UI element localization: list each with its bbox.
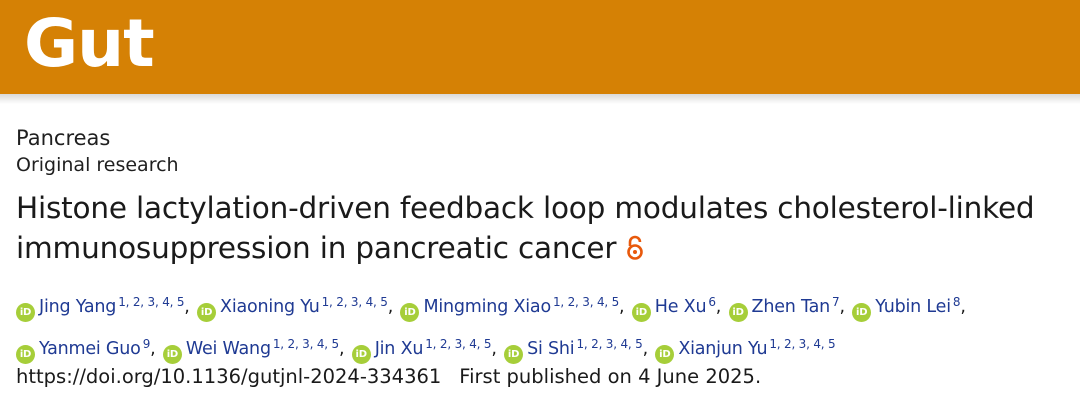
author-affiliations[interactable]: 1, 2, 3, 4, 5 [425, 337, 492, 351]
journal-masthead: Gut [0, 0, 1080, 94]
citation-line: https://doi.org/10.1136/gutjnl-2024-3343… [16, 362, 761, 392]
author-item[interactable]: iD He Xu 6 [631, 295, 716, 322]
author-name[interactable]: He Xu [654, 297, 707, 317]
author-item[interactable]: iD Yubin Lei 8 [852, 295, 961, 322]
orcid-icon[interactable]: iD [16, 345, 35, 364]
author-affiliations[interactable]: 1, 2, 3, 4, 5 [552, 295, 620, 309]
author-name[interactable]: Xianjun Yu [678, 339, 768, 359]
orcid-icon[interactable]: iD [631, 303, 651, 322]
author-name[interactable]: Jing Yang [39, 297, 117, 317]
author-name[interactable]: Xiaoning Yu [220, 297, 320, 317]
orcid-icon[interactable]: iD [400, 303, 420, 322]
author-name[interactable]: Yubin Lei [875, 297, 951, 317]
masthead-shadow [0, 94, 1080, 104]
author-name[interactable]: Jin Xu [374, 339, 424, 359]
doi-link[interactable]: https://doi.org/10.1136/gutjnl-2024-3343… [16, 365, 442, 388]
author-affiliations[interactable]: 9 [142, 337, 151, 351]
author-affiliations[interactable]: 1, 2, 3, 4, 5 [576, 337, 643, 351]
author-item[interactable]: iD Yanmei Guo 9 [16, 337, 151, 364]
author-item[interactable]: iD Jing Yang 1, 2, 3, 4, 5 [16, 295, 185, 322]
orcid-icon[interactable]: iD [16, 303, 35, 322]
article-title-text: Histone lactylation-driven feedback loop… [16, 191, 1035, 265]
author-item[interactable]: iD Xiaoning Yu 1, 2, 3, 4, 5 [197, 295, 388, 322]
orcid-icon[interactable]: iD [162, 345, 182, 364]
author-affiliations[interactable]: 7 [832, 295, 840, 309]
orcid-icon[interactable]: iD [852, 303, 872, 322]
orcid-icon[interactable]: iD [351, 345, 371, 364]
journal-logo[interactable]: Gut [24, 5, 155, 82]
author-list: iD Jing Yang 1, 2, 3, 4, 5, iD Xiaoning Yu 1… [16, 284, 1076, 368]
orcid-icon[interactable]: iD [728, 303, 748, 322]
open-access-lock-icon [626, 231, 644, 260]
author-name[interactable]: Yanmei Guo [39, 339, 141, 359]
author-item[interactable]: iD Jin Xu 1, 2, 3, 4, 5 [351, 337, 492, 364]
author-affiliations[interactable]: 1, 2, 3, 4, 5 [118, 295, 185, 309]
article-section[interactable]: Pancreas [16, 126, 111, 150]
author-name[interactable]: Wei Wang [185, 339, 271, 359]
author-affiliations[interactable]: 1, 2, 3, 4, 5 [272, 337, 339, 351]
author-item[interactable]: iD Zhen Tan 7 [728, 295, 840, 322]
author-item[interactable]: iD Mingming Xiao 1, 2, 3, 4, 5 [400, 295, 620, 322]
author-affiliations[interactable]: 8 [952, 295, 961, 309]
author-name[interactable]: Mingming Xiao [423, 297, 551, 317]
publication-date: First published on 4 June 2025. [459, 365, 762, 388]
author-name[interactable]: Zhen Tan [751, 297, 831, 317]
article-title: Histone lactylation-driven feedback loop… [16, 188, 1066, 268]
article-type: Original research [16, 154, 179, 176]
author-name[interactable]: Si Shi [527, 339, 575, 359]
author-item[interactable]: iD Wei Wang 1, 2, 3, 4, 5 [162, 337, 339, 364]
author-affiliations[interactable]: 1, 2, 3, 4, 5 [321, 295, 388, 309]
orcid-icon[interactable]: iD [197, 303, 217, 322]
orcid-icon[interactable]: iD [655, 345, 675, 364]
author-affiliations[interactable]: 6 [708, 295, 716, 309]
orcid-icon[interactable]: iD [504, 345, 524, 364]
author-affiliations[interactable]: 1, 2, 3, 4, 5 [769, 337, 836, 351]
author-item[interactable]: iD Si Shi 1, 2, 3, 4, 5 [504, 337, 643, 364]
author-item[interactable]: iD Xianjun Yu 1, 2, 3, 4, 5 [655, 337, 836, 364]
